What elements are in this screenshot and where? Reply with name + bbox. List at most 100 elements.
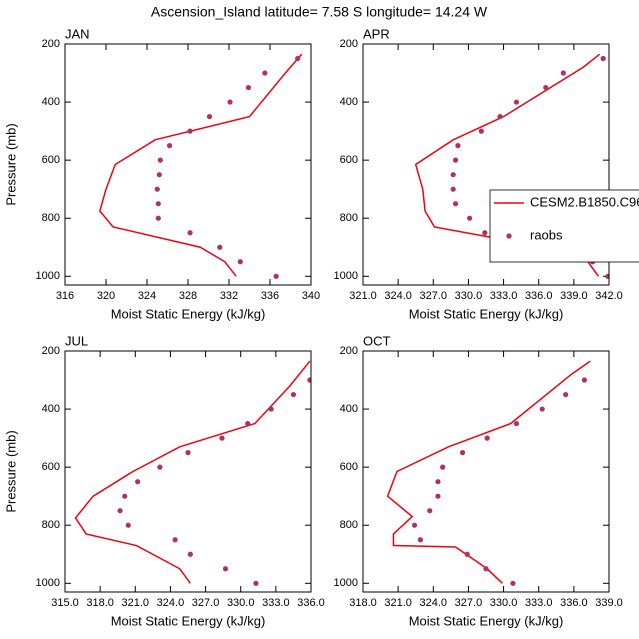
raob-point bbox=[483, 566, 489, 572]
y-tick-label: 200 bbox=[340, 345, 358, 357]
x-tick-label: 330.0 bbox=[227, 597, 255, 609]
raob-point bbox=[166, 143, 173, 149]
x-tick-label: 336.0 bbox=[560, 597, 588, 609]
raob-point bbox=[513, 420, 520, 427]
raob-point bbox=[157, 157, 163, 163]
raob-point bbox=[122, 493, 128, 499]
x-tick-label: 324 bbox=[138, 290, 156, 302]
y-tick-label: 200 bbox=[42, 38, 60, 50]
raob-point bbox=[245, 420, 251, 427]
raob-point bbox=[222, 566, 229, 572]
raob-point bbox=[497, 113, 503, 120]
raob-point bbox=[245, 84, 252, 91]
x-tick-label: 327.0 bbox=[420, 290, 448, 302]
y-tick-label: 600 bbox=[340, 154, 358, 166]
x-axis-label: Moist Static Energy (kJ/kg) bbox=[111, 613, 266, 628]
x-tick-label: 328 bbox=[179, 290, 197, 302]
y-tick-label: 800 bbox=[340, 212, 358, 224]
raob-point bbox=[268, 406, 274, 412]
x-tick-label: 327.0 bbox=[192, 597, 220, 609]
legend-label: CESM2.B1850.C96_ bbox=[530, 194, 639, 209]
raob-point bbox=[206, 113, 213, 120]
y-tick-label: 1000 bbox=[334, 577, 358, 589]
x-tick-label: 327.0 bbox=[455, 597, 483, 609]
profile-line bbox=[99, 53, 303, 277]
raob-point bbox=[467, 215, 473, 221]
raob-point bbox=[581, 377, 588, 383]
raob-point bbox=[156, 172, 162, 178]
x-tick-label: 318.0 bbox=[349, 597, 377, 609]
raob-point bbox=[253, 580, 259, 586]
raob-point bbox=[455, 143, 461, 149]
raob-point bbox=[157, 464, 163, 470]
y-axis-label: Pressure (mb) bbox=[3, 123, 18, 205]
raob-point bbox=[417, 537, 423, 543]
plot-area bbox=[386, 360, 591, 586]
plot-frame bbox=[362, 350, 610, 593]
y-tick-label: 800 bbox=[42, 212, 60, 224]
plot-frame bbox=[64, 350, 312, 593]
y-tick-label: 400 bbox=[42, 403, 60, 415]
y-tick-label: 200 bbox=[340, 38, 358, 50]
raob-point bbox=[510, 580, 516, 586]
y-tick-label: 1000 bbox=[36, 270, 60, 282]
y-tick-label: 400 bbox=[340, 96, 358, 108]
raob-point bbox=[117, 508, 123, 514]
x-tick-label: 324.0 bbox=[157, 597, 185, 609]
y-tick-label: 800 bbox=[42, 519, 60, 531]
x-tick-label: 315.0 bbox=[51, 597, 79, 609]
x-tick-label: 324.0 bbox=[420, 597, 448, 609]
raob-point bbox=[543, 84, 549, 91]
raob-point bbox=[478, 128, 484, 134]
y-tick-label: 600 bbox=[340, 461, 358, 473]
raob-point bbox=[237, 259, 243, 265]
x-tick-label: 330.0 bbox=[455, 290, 483, 302]
raob-point bbox=[187, 230, 193, 236]
panel-label: JAN bbox=[65, 26, 90, 41]
x-tick-label: 332 bbox=[220, 290, 238, 302]
x-tick-label: 342.0 bbox=[595, 290, 623, 302]
x-axis-label: Moist Static Energy (kJ/kg) bbox=[409, 613, 564, 628]
raob-point bbox=[135, 479, 141, 485]
raob-point bbox=[513, 99, 520, 105]
x-tick-label: 324.0 bbox=[384, 290, 412, 302]
raob-point bbox=[172, 537, 178, 543]
x-tick-label: 336 bbox=[261, 290, 279, 302]
raob-point bbox=[464, 551, 470, 557]
y-tick-label: 400 bbox=[340, 403, 358, 415]
y-axis-label: Pressure (mb) bbox=[3, 430, 18, 512]
raob-point bbox=[539, 406, 545, 412]
raob-point bbox=[450, 186, 456, 192]
profile-line bbox=[386, 360, 591, 584]
figure-title: Ascension_Island latitude= 7.58 S longit… bbox=[151, 4, 488, 20]
profile-line bbox=[74, 360, 311, 584]
raob-point bbox=[217, 244, 223, 250]
raob-point bbox=[262, 70, 268, 76]
x-tick-label: 321.0 bbox=[384, 597, 412, 609]
x-tick-label: 340 bbox=[302, 290, 320, 302]
raob-point bbox=[411, 522, 418, 528]
raob-point bbox=[560, 70, 566, 76]
raob-point bbox=[440, 464, 446, 470]
x-tick-label: 339.0 bbox=[595, 597, 623, 609]
raob-point bbox=[482, 230, 488, 236]
raob-point bbox=[605, 273, 609, 279]
x-tick-label: 339.0 bbox=[560, 290, 588, 302]
plot-frame bbox=[362, 43, 610, 286]
x-tick-label: 321.0 bbox=[349, 290, 377, 302]
raob-point bbox=[187, 551, 193, 557]
raob-point bbox=[450, 172, 456, 178]
raob-point bbox=[125, 522, 131, 528]
plot-area bbox=[74, 360, 311, 586]
panel-label: APR bbox=[363, 26, 390, 41]
raob-point bbox=[435, 479, 441, 485]
legend-marker bbox=[506, 233, 512, 239]
raob-point bbox=[273, 273, 279, 279]
x-tick-label: 320 bbox=[97, 290, 115, 302]
raob-point bbox=[459, 450, 466, 456]
x-tick-label: 321.0 bbox=[122, 597, 150, 609]
x-tick-label: 316 bbox=[56, 290, 74, 302]
raob-point bbox=[290, 391, 297, 398]
legend-label: raobs bbox=[530, 227, 563, 242]
